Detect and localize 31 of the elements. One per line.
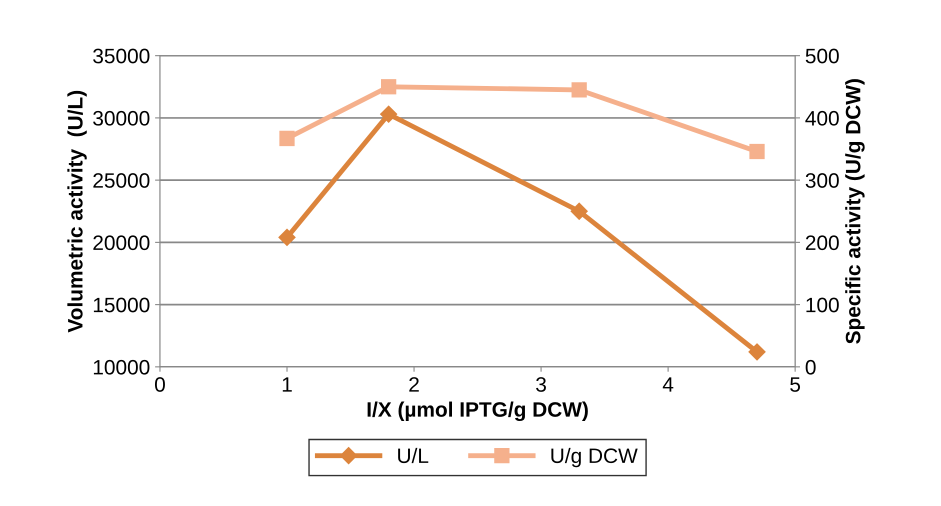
y-tick-label: 35000 (93, 48, 150, 64)
y2-tick-label: 0 (806, 360, 816, 375)
y2-tick-label: 300 (806, 173, 839, 188)
x-tick-label: 5 (790, 377, 800, 392)
y2-axis-title: Specific activity (U/g DCW) (845, 79, 865, 344)
x-tick-label: 1 (282, 377, 292, 392)
x-axis-title: I/X (µmol IPTG/g DCW) (368, 402, 588, 422)
x-tick-label: 4 (662, 377, 674, 392)
x-tick-label: 3 (536, 377, 546, 392)
point (380, 79, 396, 94)
y2-tick-label: 400 (805, 110, 839, 126)
y2-tick-label: 500 (806, 48, 839, 64)
point (572, 82, 587, 98)
y-tick-label: 15000 (94, 298, 150, 312)
legend-label: U/g DCW (551, 448, 638, 468)
y2-tick-label: 100 (806, 298, 839, 312)
y-tick-label: 10000 (94, 360, 150, 375)
point (749, 144, 765, 160)
legend-label: U/L (398, 448, 428, 464)
point (748, 343, 766, 360)
y-axis-title: Volumetric activity (U/L) (67, 90, 87, 332)
x-tick-label: 0 (154, 377, 165, 392)
y-tick-label: 25000 (93, 173, 150, 188)
point (278, 228, 296, 246)
x-tick-label: 2 (409, 377, 419, 392)
y-tick-label: 30000 (93, 110, 150, 126)
y-tick-label: 20000 (93, 235, 150, 250)
point (380, 106, 398, 123)
point (279, 130, 295, 146)
y2-tick-label: 200 (806, 235, 839, 250)
point (570, 202, 588, 220)
